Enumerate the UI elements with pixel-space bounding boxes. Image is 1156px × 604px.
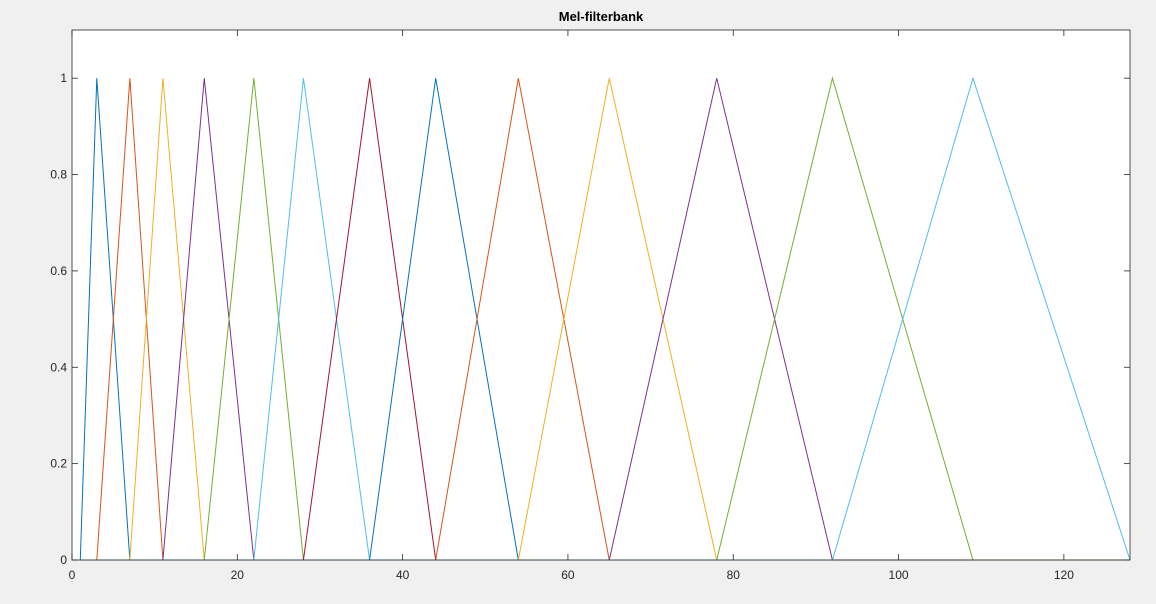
axes-background <box>72 30 1130 560</box>
y-tick-label: 0.6 <box>50 264 67 278</box>
y-tick-label: 0 <box>60 553 67 567</box>
x-tick-label: 0 <box>69 568 76 582</box>
axes-frame <box>71 29 1131 561</box>
chart-title: Mel-filterbank <box>559 9 644 24</box>
y-tick-label: 0.4 <box>50 360 67 374</box>
x-tick-label: 20 <box>231 568 245 582</box>
x-tick-label: 60 <box>561 568 575 582</box>
x-tick-label: 40 <box>396 568 410 582</box>
x-tick-label: 80 <box>727 568 741 582</box>
y-tick-label: 1 <box>60 71 67 85</box>
x-tick-label: 100 <box>889 568 909 582</box>
tick-layer: 0 20 40 60 80 100 120 0 0.2 0.4 0.6 0.8 1 <box>50 30 1130 582</box>
x-tick-label: 120 <box>1054 568 1074 582</box>
y-tick-label: 0.8 <box>50 168 67 182</box>
axes-box <box>71 29 1131 561</box>
y-tick-label: 0.2 <box>50 457 67 471</box>
